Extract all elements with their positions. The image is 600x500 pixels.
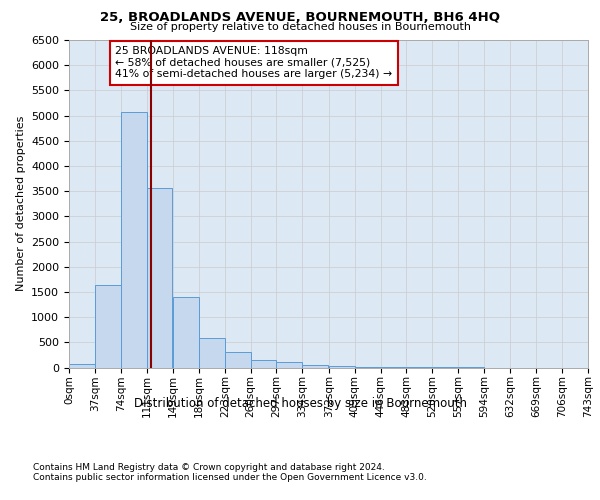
Text: 25, BROADLANDS AVENUE, BOURNEMOUTH, BH6 4HQ: 25, BROADLANDS AVENUE, BOURNEMOUTH, BH6 … xyxy=(100,11,500,24)
Text: Size of property relative to detached houses in Bournemouth: Size of property relative to detached ho… xyxy=(130,22,470,32)
Bar xyxy=(251,360,277,368)
Bar xyxy=(95,286,121,368)
Bar xyxy=(173,298,199,368)
Bar xyxy=(225,352,251,368)
Bar xyxy=(146,188,172,368)
Bar xyxy=(69,364,95,368)
Text: 25 BROADLANDS AVENUE: 118sqm
← 58% of detached houses are smaller (7,525)
41% of: 25 BROADLANDS AVENUE: 118sqm ← 58% of de… xyxy=(115,46,392,79)
Bar xyxy=(329,366,355,368)
Text: Distribution of detached houses by size in Bournemouth: Distribution of detached houses by size … xyxy=(133,398,467,410)
Bar xyxy=(199,338,225,368)
Bar xyxy=(277,362,302,368)
Y-axis label: Number of detached properties: Number of detached properties xyxy=(16,116,26,292)
Bar xyxy=(302,366,328,368)
Text: Contains HM Land Registry data © Crown copyright and database right 2024.: Contains HM Land Registry data © Crown c… xyxy=(33,462,385,471)
Text: Contains public sector information licensed under the Open Government Licence v3: Contains public sector information licen… xyxy=(33,474,427,482)
Bar xyxy=(121,112,146,368)
